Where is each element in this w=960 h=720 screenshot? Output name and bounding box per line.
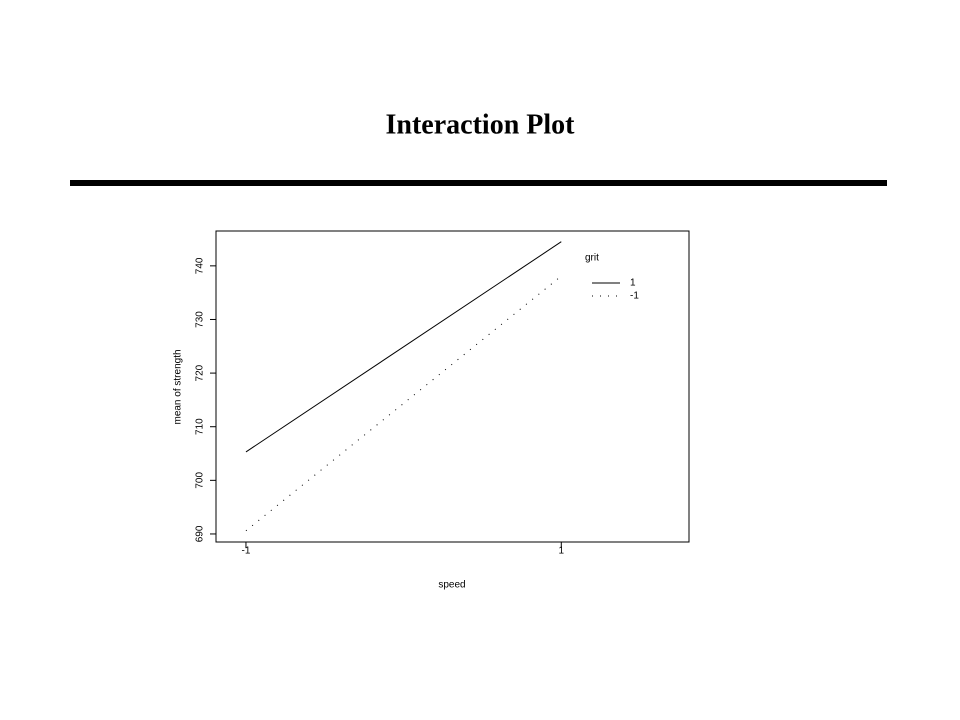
plot-frame bbox=[215, 230, 690, 543]
slide-title: Interaction Plot bbox=[386, 109, 576, 140]
y-tick-label: 690 bbox=[195, 525, 206, 542]
x-tick-label: 1 bbox=[559, 546, 565, 557]
series-line bbox=[245, 241, 562, 453]
y-axis-label: mean of strength bbox=[173, 349, 184, 424]
y-tick-label: 710 bbox=[195, 418, 206, 435]
x-tick-label: -1 bbox=[242, 546, 251, 557]
series-line bbox=[245, 275, 562, 532]
y-tick-label: 730 bbox=[195, 311, 206, 328]
y-tick-label: 740 bbox=[195, 257, 206, 274]
legend-label: 1 bbox=[630, 278, 636, 289]
x-axis-label: speed bbox=[438, 580, 465, 591]
y-tick-label: 720 bbox=[195, 364, 206, 381]
title-rule bbox=[70, 180, 887, 186]
legend-title: grit bbox=[585, 253, 599, 264]
y-tick-label: 700 bbox=[195, 472, 206, 489]
legend-label: -1 bbox=[630, 291, 639, 302]
